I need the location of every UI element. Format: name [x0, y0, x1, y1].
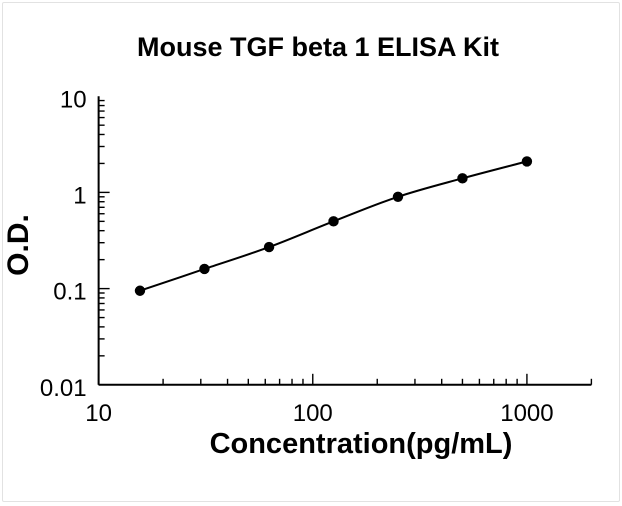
svg-text:O.D.: O.D.	[3, 214, 35, 276]
svg-text:10: 10	[85, 400, 112, 427]
svg-text:1: 1	[73, 183, 86, 210]
svg-text:0.1: 0.1	[53, 279, 86, 306]
svg-text:1000: 1000	[500, 400, 553, 427]
svg-text:0.01: 0.01	[40, 375, 87, 402]
svg-text:100: 100	[293, 400, 333, 427]
svg-text:Mouse TGF beta 1 ELISA Kit: Mouse TGF beta 1 ELISA Kit	[137, 32, 499, 62]
svg-text:Concentration(pg/mL): Concentration(pg/mL)	[210, 428, 513, 460]
svg-text:10: 10	[60, 86, 87, 113]
